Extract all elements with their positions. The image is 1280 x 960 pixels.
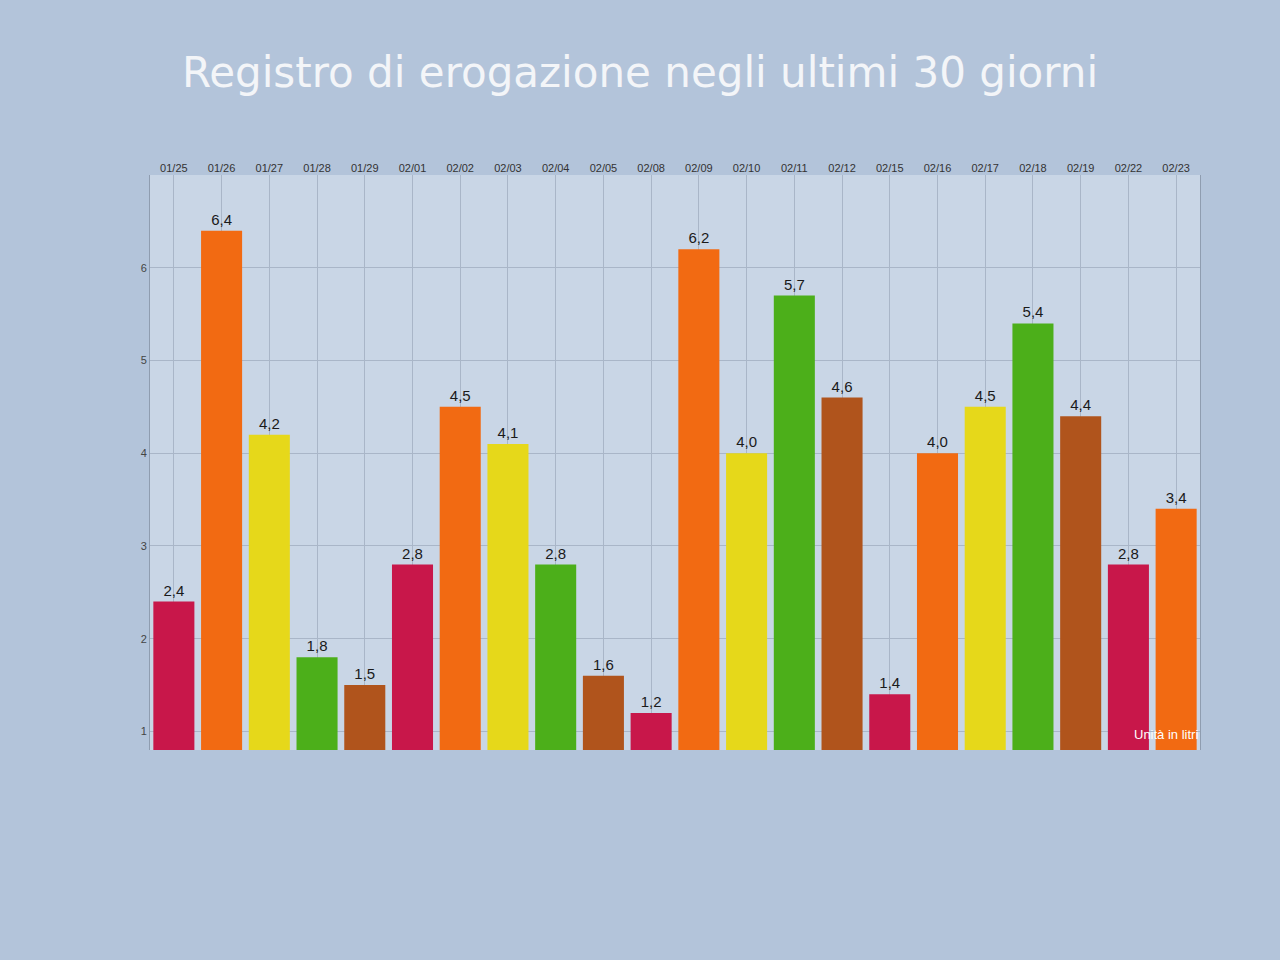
svg-text:4,0: 4,0 — [736, 433, 757, 450]
svg-text:02/15: 02/15 — [876, 162, 904, 174]
svg-text:02/04: 02/04 — [542, 162, 570, 174]
svg-text:02/01: 02/01 — [399, 162, 427, 174]
svg-text:4: 4 — [141, 447, 147, 459]
svg-text:2: 2 — [141, 633, 147, 645]
svg-text:1,4: 1,4 — [879, 674, 900, 691]
svg-text:6,2: 6,2 — [688, 229, 709, 246]
svg-text:01/27: 01/27 — [256, 162, 284, 174]
svg-text:02/22: 02/22 — [1115, 162, 1143, 174]
svg-text:4,4: 4,4 — [1070, 396, 1091, 413]
svg-text:5: 5 — [141, 354, 147, 366]
svg-text:3,4: 3,4 — [1166, 489, 1187, 506]
svg-text:4,1: 4,1 — [498, 424, 519, 441]
svg-text:02/03: 02/03 — [494, 162, 522, 174]
svg-text:6: 6 — [141, 262, 147, 274]
svg-text:4,5: 4,5 — [450, 387, 471, 404]
svg-text:02/02: 02/02 — [446, 162, 474, 174]
svg-text:02/11: 02/11 — [781, 162, 808, 174]
svg-text:01/29: 01/29 — [351, 162, 379, 174]
svg-text:02/05: 02/05 — [590, 162, 618, 174]
svg-text:4,0: 4,0 — [927, 433, 948, 450]
svg-text:4,6: 4,6 — [832, 378, 853, 395]
svg-text:02/17: 02/17 — [971, 162, 999, 174]
svg-text:5,4: 5,4 — [1023, 303, 1044, 320]
svg-text:1: 1 — [141, 725, 147, 737]
svg-text:4,2: 4,2 — [259, 415, 280, 432]
svg-text:02/09: 02/09 — [685, 162, 713, 174]
svg-text:02/08: 02/08 — [637, 162, 665, 174]
svg-text:5,7: 5,7 — [784, 276, 805, 293]
svg-text:4,5: 4,5 — [975, 387, 996, 404]
svg-text:02/10: 02/10 — [733, 162, 761, 174]
svg-text:01/26: 01/26 — [208, 162, 236, 174]
svg-text:02/19: 02/19 — [1067, 162, 1095, 174]
svg-text:3: 3 — [141, 540, 147, 552]
svg-text:02/18: 02/18 — [1019, 162, 1047, 174]
svg-text:1,2: 1,2 — [641, 693, 662, 710]
svg-text:2,4: 2,4 — [163, 582, 184, 599]
svg-text:02/12: 02/12 — [828, 162, 856, 174]
svg-text:1,8: 1,8 — [307, 637, 328, 654]
svg-text:Unità in litri: Unità in litri — [1134, 727, 1198, 742]
svg-text:2,8: 2,8 — [1118, 545, 1139, 562]
svg-text:02/23: 02/23 — [1162, 162, 1190, 174]
svg-text:1,6: 1,6 — [593, 656, 614, 673]
svg-text:6,4: 6,4 — [211, 211, 232, 228]
svg-text:02/16: 02/16 — [924, 162, 952, 174]
svg-text:01/28: 01/28 — [303, 162, 331, 174]
svg-text:2,8: 2,8 — [545, 545, 566, 562]
svg-text:1,5: 1,5 — [354, 665, 375, 682]
svg-text:01/25: 01/25 — [160, 162, 188, 174]
svg-text:2,8: 2,8 — [402, 545, 423, 562]
svg-text:Registro di erogazione negli u: Registro di erogazione negli ultimi 30 g… — [182, 48, 1098, 97]
